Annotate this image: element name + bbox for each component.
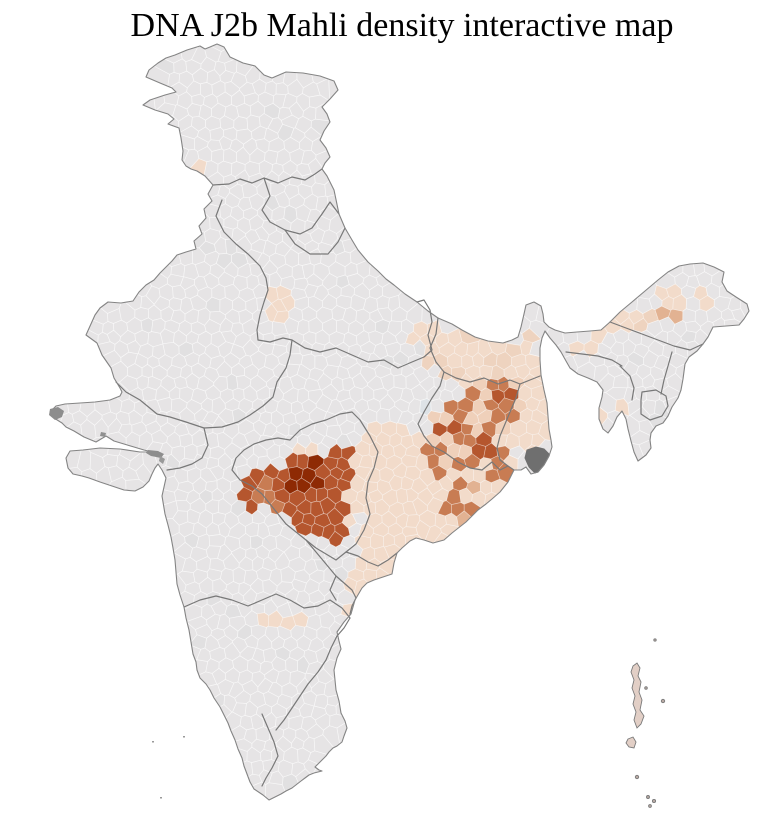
svg-text:DNA J2b Mahli density interact: DNA J2b Mahli density interactive map bbox=[131, 7, 674, 44]
